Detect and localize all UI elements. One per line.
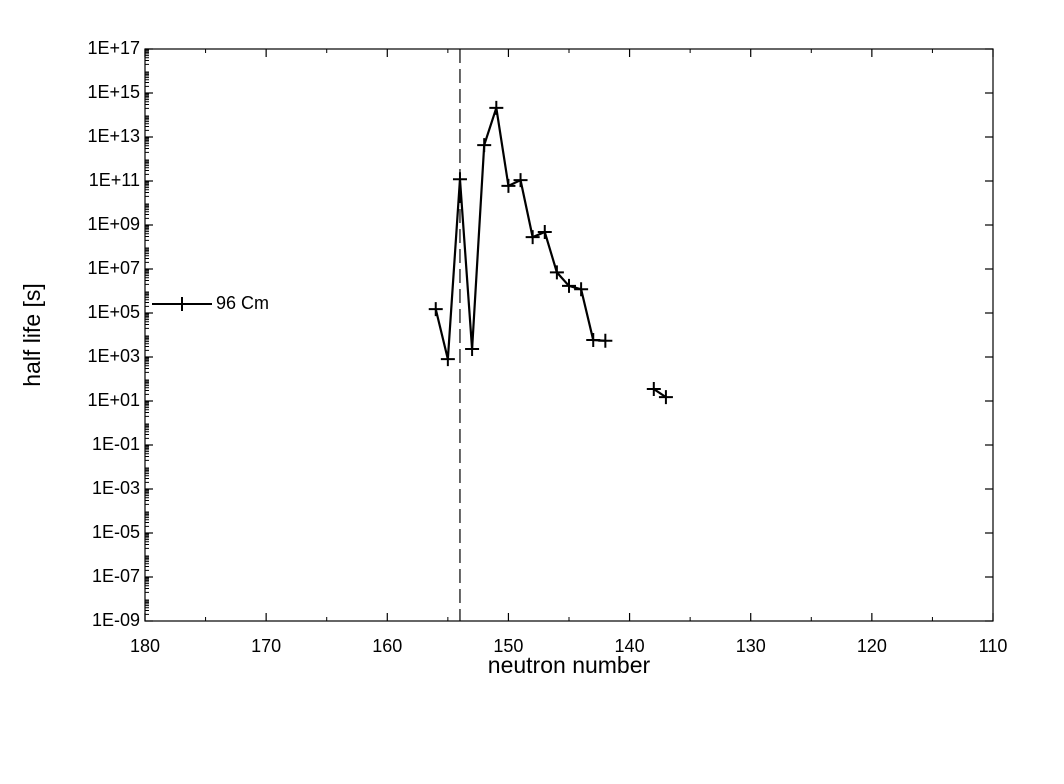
data-point (586, 333, 601, 348)
series-line (653, 388, 667, 399)
data-point (598, 333, 613, 348)
y-tick-label: 1E+05 (87, 302, 140, 322)
y-tick-label: 1E+01 (87, 390, 140, 410)
data-point (646, 382, 661, 397)
y-tick-label: 1E+11 (89, 170, 140, 190)
y-tick-label: 1E+15 (87, 82, 140, 102)
y-tick-label: 1E-05 (92, 522, 140, 542)
x-tick-label: 180 (130, 636, 160, 656)
y-tick-label: 1E-07 (92, 566, 140, 586)
data-point (658, 390, 673, 405)
data-point (574, 282, 589, 297)
x-axis-title: neutron number (488, 652, 651, 678)
data-point (477, 138, 492, 153)
data-point (489, 100, 504, 115)
data-point (501, 178, 516, 193)
data-point (525, 230, 540, 245)
x-tick-label: 120 (857, 636, 887, 656)
y-tick-label: 1E+13 (87, 126, 140, 146)
data-point (562, 278, 576, 293)
data-point (465, 342, 480, 357)
series-line (434, 107, 606, 360)
legend-label: 96 Cm (216, 293, 269, 313)
y-tick-label: 1E-09 (92, 610, 140, 630)
y-tick-label: 1E-03 (92, 478, 140, 498)
legend-marker (175, 297, 189, 311)
plot-frame (144, 48, 994, 622)
x-tick-label: 150 (493, 636, 523, 656)
y-axis-title: half life [s] (19, 283, 45, 387)
data-point (537, 225, 552, 240)
x-tick-label: 140 (615, 636, 645, 656)
data-point (549, 265, 564, 280)
y-tick-label: 1E+09 (87, 214, 140, 234)
x-tick-label: 130 (736, 636, 766, 656)
y-tick-label: 1E+07 (87, 258, 140, 278)
data-point (452, 172, 467, 187)
y-tick-label: 1E-01 (92, 434, 140, 454)
x-tick-label: 170 (251, 636, 281, 656)
data-point (428, 302, 443, 317)
data-point (440, 352, 455, 367)
x-tick-label: 160 (372, 636, 402, 656)
data-point (513, 173, 528, 188)
y-tick-label: 1E+17 (87, 38, 140, 58)
x-tick-label: 110 (979, 636, 1008, 656)
y-tick-label: 1E+03 (87, 346, 140, 366)
